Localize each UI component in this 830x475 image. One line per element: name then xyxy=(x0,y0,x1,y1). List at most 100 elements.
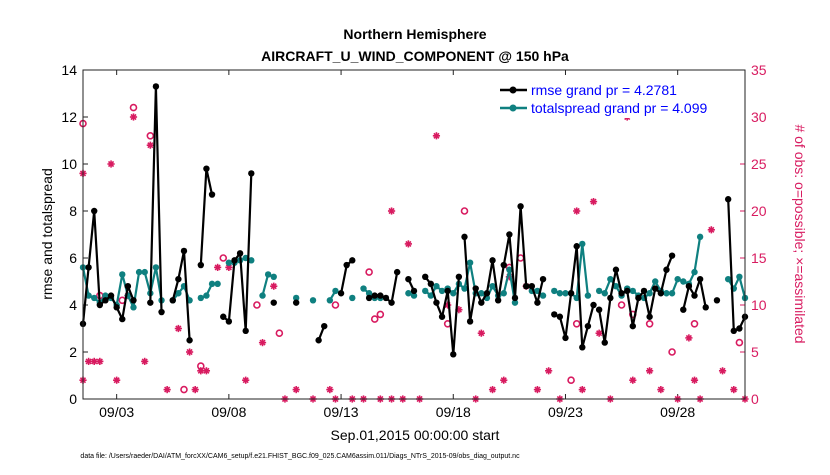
rmse-point xyxy=(444,287,451,295)
rmse-point xyxy=(208,191,216,198)
obs-possible-point xyxy=(668,348,676,356)
totalspread-point xyxy=(466,259,474,266)
rmse-point xyxy=(461,233,468,241)
totalspread-point xyxy=(696,233,704,241)
obs-assimilated-point xyxy=(270,282,278,290)
obs-assimilated-stroke xyxy=(629,377,636,384)
totalspread-point xyxy=(573,294,580,302)
totalspread-point xyxy=(489,283,496,290)
rmse-point xyxy=(427,280,435,288)
rmse-line xyxy=(727,199,746,332)
obs-assimilated-stroke xyxy=(685,334,692,341)
obs-assimilated-point xyxy=(202,367,211,375)
obs-assimilated-point xyxy=(214,263,222,271)
rmse-point xyxy=(236,250,244,257)
obs-assimilated-point xyxy=(96,357,104,365)
obs-assimilated-point xyxy=(404,240,412,248)
obs-assimilated-stroke xyxy=(96,358,103,365)
obs-assimilated-point xyxy=(432,132,441,140)
rmse-point xyxy=(584,322,592,330)
totalspread-point xyxy=(427,292,435,299)
rmse-point xyxy=(713,297,721,304)
obs-possible-point xyxy=(567,376,575,385)
rmse-point xyxy=(96,301,104,309)
rmse-line xyxy=(199,167,214,266)
obs-assimilated-point xyxy=(545,367,553,375)
obs-possible-point xyxy=(180,385,188,394)
totalspread-point xyxy=(607,275,614,283)
totalspread-point xyxy=(152,264,160,271)
totalspread-point xyxy=(135,268,143,276)
rmse-point xyxy=(175,275,182,283)
rmse-point xyxy=(197,261,205,269)
rmse-point xyxy=(130,297,137,304)
totalspread-point xyxy=(91,294,98,302)
obs-assimilated-stroke xyxy=(203,367,210,374)
rmse-point xyxy=(292,299,300,306)
totalspread-point xyxy=(214,280,221,288)
obs-assimilated-stroke xyxy=(691,377,698,384)
totalspread-point xyxy=(601,290,608,297)
rmse-point xyxy=(248,170,255,177)
rmse-point xyxy=(102,297,109,304)
rmse-point xyxy=(528,283,536,290)
chart-title: Northern Hemisphere xyxy=(343,26,486,42)
totalspread-point xyxy=(360,285,367,292)
rmse-point xyxy=(590,301,597,309)
rmse-point xyxy=(523,283,530,290)
obs-assimilated-point xyxy=(242,376,250,384)
rmse-point xyxy=(405,275,412,283)
rmse-point xyxy=(433,299,440,306)
y-left-tick-label: 10 xyxy=(61,156,77,172)
obs-possible-point xyxy=(376,310,385,319)
obs-assimilated-stroke xyxy=(175,325,182,332)
totalspread-point xyxy=(349,294,356,302)
obs-assimilated-point xyxy=(595,329,603,337)
obs-assimilated-stroke xyxy=(596,330,603,337)
rmse-point xyxy=(556,313,564,320)
rmse-point xyxy=(685,283,693,290)
totalspread-point xyxy=(724,275,732,283)
totalspread-point xyxy=(646,290,653,297)
obs-assimilated-point xyxy=(500,376,508,384)
obs-assimilated-point xyxy=(646,367,654,375)
obs-possible-point xyxy=(645,319,654,328)
obs-assimilated-stroke xyxy=(91,358,98,365)
obs-assimilated-point xyxy=(730,386,738,394)
totalspread-point xyxy=(197,294,205,302)
totalspread-point xyxy=(674,275,681,283)
totalspread-point xyxy=(264,271,272,278)
obs-assimilated-stroke xyxy=(489,386,496,393)
rmse-point xyxy=(91,207,98,215)
obs-assimilated-stroke xyxy=(388,207,395,215)
totalspread-point xyxy=(562,290,569,297)
rmse-point xyxy=(612,266,620,273)
rmse-point xyxy=(225,318,233,325)
totalspread-point xyxy=(629,287,636,295)
totalspread-point xyxy=(691,268,698,276)
rmse-point xyxy=(623,287,631,295)
obs-assimilated-stroke xyxy=(225,264,232,271)
rmse-point xyxy=(506,231,513,238)
totalspread-point xyxy=(539,292,547,299)
rmse-point xyxy=(696,275,704,283)
totalspread-point xyxy=(736,273,743,280)
rmse-point xyxy=(595,306,603,313)
rmse-point xyxy=(124,283,132,290)
footnote: data file: /Users/raeder/DAI/ATM_forcXX/… xyxy=(80,453,520,460)
obs-assimilated-stroke xyxy=(259,339,266,346)
obs-assimilated-stroke xyxy=(147,142,154,149)
obs-assimilated-stroke xyxy=(646,367,653,374)
obs-assimilated-stroke xyxy=(405,240,412,247)
y-left-tick-label: 0 xyxy=(69,391,77,407)
obs-possible-point xyxy=(370,315,379,323)
totalspread-point xyxy=(511,299,519,306)
totalspread-point xyxy=(292,294,300,302)
rmse-point xyxy=(539,275,547,283)
rmse-point xyxy=(573,243,580,250)
totalspread-point xyxy=(652,278,659,285)
obs-possible-point xyxy=(460,207,469,215)
rmse-point xyxy=(382,294,390,302)
obs-assimilated-stroke xyxy=(534,386,541,393)
